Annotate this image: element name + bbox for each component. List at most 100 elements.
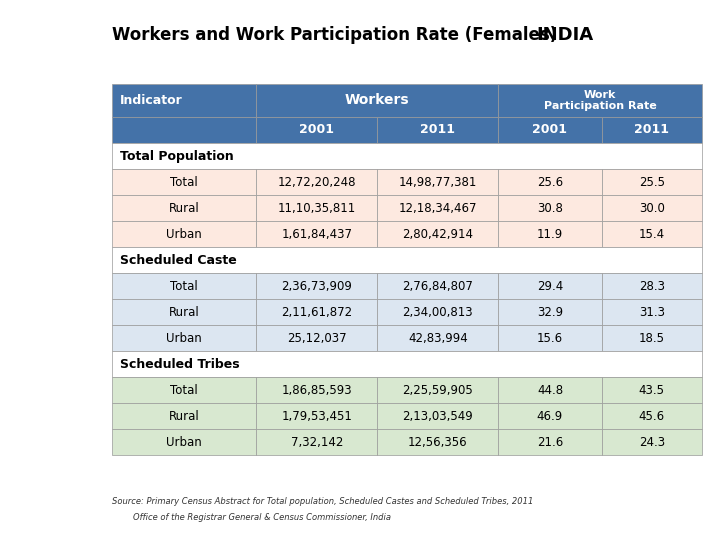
Bar: [602, 299, 702, 325]
Bar: [377, 273, 498, 299]
Bar: [498, 403, 602, 429]
Bar: [112, 84, 256, 117]
Text: Total: Total: [170, 280, 198, 293]
Bar: [112, 403, 256, 429]
Text: Workers: Workers: [345, 93, 410, 107]
Text: 46.9: 46.9: [537, 410, 563, 423]
Text: 43.5: 43.5: [639, 384, 665, 397]
Text: 2,11,61,872: 2,11,61,872: [282, 306, 352, 319]
Bar: [256, 325, 377, 352]
Text: 2011: 2011: [634, 124, 670, 137]
Bar: [112, 195, 256, 221]
Bar: [112, 117, 256, 143]
Bar: [377, 169, 498, 195]
Bar: [112, 299, 256, 325]
Bar: [498, 84, 702, 117]
Bar: [377, 299, 498, 325]
Text: 42,83,994: 42,83,994: [408, 332, 468, 345]
Bar: [256, 221, 377, 247]
Text: Rural: Rural: [168, 201, 199, 214]
Text: Scheduled Caste: Scheduled Caste: [120, 254, 237, 267]
Text: 2001: 2001: [300, 124, 334, 137]
Text: Rural: Rural: [168, 306, 199, 319]
Bar: [256, 84, 498, 117]
Bar: [498, 169, 602, 195]
Bar: [256, 403, 377, 429]
Text: 25,12,037: 25,12,037: [287, 332, 346, 345]
Text: 25.6: 25.6: [537, 176, 563, 188]
Bar: [112, 377, 256, 403]
Bar: [602, 325, 702, 352]
Text: Work
Participation Rate: Work Participation Rate: [544, 90, 657, 111]
Text: 7,32,142: 7,32,142: [291, 436, 343, 449]
Bar: [498, 195, 602, 221]
Bar: [256, 195, 377, 221]
Bar: [377, 221, 498, 247]
Text: 14,98,77,381: 14,98,77,381: [399, 176, 477, 188]
Bar: [112, 247, 702, 273]
Text: Indicator: Indicator: [120, 94, 183, 107]
Text: 2,36,73,909: 2,36,73,909: [282, 280, 352, 293]
Text: 2,25,59,905: 2,25,59,905: [402, 384, 473, 397]
Bar: [498, 117, 602, 143]
Text: 15.4: 15.4: [639, 228, 665, 241]
Bar: [112, 169, 256, 195]
Bar: [256, 117, 377, 143]
Text: Total Population: Total Population: [120, 150, 234, 163]
Text: 12,72,20,248: 12,72,20,248: [277, 176, 356, 188]
Bar: [377, 429, 498, 455]
Text: 31.3: 31.3: [639, 306, 665, 319]
Bar: [112, 352, 702, 377]
Bar: [602, 273, 702, 299]
Bar: [498, 429, 602, 455]
Bar: [377, 377, 498, 403]
Text: 2,34,00,813: 2,34,00,813: [402, 306, 473, 319]
Bar: [602, 403, 702, 429]
Bar: [602, 117, 702, 143]
Bar: [256, 273, 377, 299]
Text: 18.5: 18.5: [639, 332, 665, 345]
Bar: [602, 377, 702, 403]
Bar: [377, 195, 498, 221]
Text: Office of the Registrar General & Census Commissioner, India: Office of the Registrar General & Census…: [112, 513, 391, 522]
Text: Scheduled Tribes: Scheduled Tribes: [120, 358, 240, 371]
Text: 30.0: 30.0: [639, 201, 665, 214]
Bar: [602, 429, 702, 455]
Bar: [498, 325, 602, 352]
Bar: [112, 325, 256, 352]
Text: 11.9: 11.9: [537, 228, 563, 241]
Text: 2001: 2001: [533, 124, 567, 137]
Bar: [377, 117, 498, 143]
Text: 2,76,84,807: 2,76,84,807: [402, 280, 473, 293]
Bar: [602, 195, 702, 221]
Text: Rural: Rural: [168, 410, 199, 423]
Bar: [256, 377, 377, 403]
Text: 1,61,84,437: 1,61,84,437: [282, 228, 352, 241]
Text: 28.3: 28.3: [639, 280, 665, 293]
Text: Urban: Urban: [166, 228, 202, 241]
Text: 1,86,85,593: 1,86,85,593: [282, 384, 352, 397]
Bar: [112, 143, 702, 169]
Text: 44.8: 44.8: [537, 384, 563, 397]
Text: 29.4: 29.4: [537, 280, 563, 293]
Bar: [256, 299, 377, 325]
Text: Urban: Urban: [166, 332, 202, 345]
Text: Source: Primary Census Abstract for Total population, Scheduled Castes and Sched: Source: Primary Census Abstract for Tota…: [112, 497, 533, 506]
Text: Urban: Urban: [166, 436, 202, 449]
Bar: [256, 429, 377, 455]
Text: 12,56,356: 12,56,356: [408, 436, 467, 449]
Bar: [602, 169, 702, 195]
Text: Total: Total: [170, 384, 198, 397]
Text: 30.8: 30.8: [537, 201, 563, 214]
Bar: [377, 325, 498, 352]
Text: 2,13,03,549: 2,13,03,549: [402, 410, 473, 423]
Text: 15.6: 15.6: [537, 332, 563, 345]
Bar: [498, 377, 602, 403]
Text: 2,80,42,914: 2,80,42,914: [402, 228, 473, 241]
Text: Total: Total: [170, 176, 198, 188]
Bar: [498, 299, 602, 325]
Text: 12,18,34,467: 12,18,34,467: [399, 201, 477, 214]
Bar: [498, 221, 602, 247]
Bar: [498, 273, 602, 299]
Text: 1,79,53,451: 1,79,53,451: [282, 410, 352, 423]
